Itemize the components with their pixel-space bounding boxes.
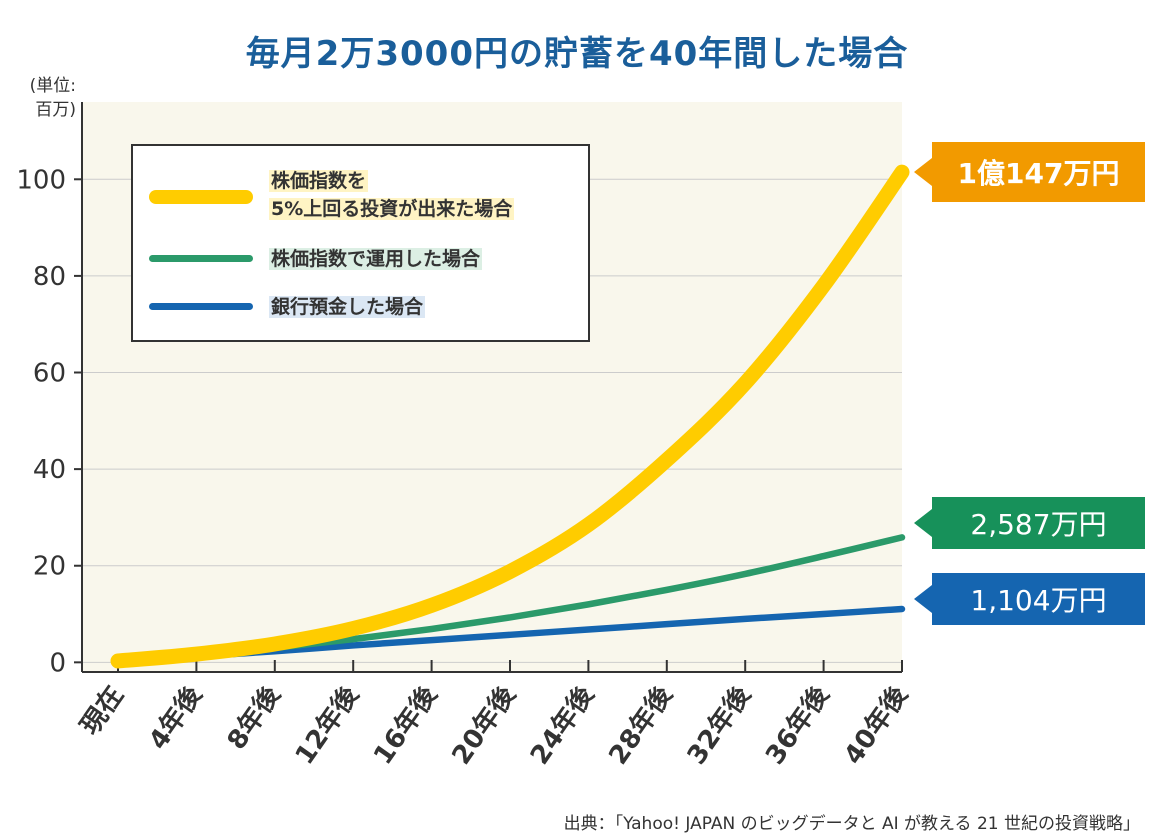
y-unit-label: (単位: 百万) [29, 76, 76, 120]
end-label-stock-plus5-text: 1億147万円 [957, 157, 1120, 190]
y-tick-label: 80 [33, 262, 66, 292]
x-tick-label: 16年後 [367, 679, 444, 770]
legend-swatch-stock-index [149, 255, 253, 262]
chart-title: 毎月2万3000円の貯蓄を40年間した場合 [245, 34, 909, 74]
end-label-bank-text: 1,104万円 [970, 584, 1107, 617]
legend: 株価指数を 5%上回る投資が出来た場合 株価指数で運用した場合 銀行預金した場合 [131, 144, 590, 342]
x-tick-label: 8年後 [221, 679, 287, 755]
legend-swatch-bank [149, 303, 253, 310]
source-note: 出典：「Yahoo! JAPAN のビッグデータと AI が教える 21 世紀の… [563, 814, 1140, 834]
legend-label-stock-plus5-line1: 株価指数を [269, 170, 369, 192]
x-tick-label: 24年後 [524, 679, 601, 770]
x-tick-label: 4年後 [143, 679, 209, 755]
x-tick-label: 12年後 [289, 679, 366, 770]
end-label-stock-index-text: 2,587万円 [970, 508, 1107, 541]
y-tick-label: 60 [33, 359, 66, 389]
x-tick-label: 32年後 [681, 679, 758, 770]
x-tick-label: 36年後 [759, 679, 836, 770]
x-tick-label: 現在 [75, 681, 129, 741]
y-tick-label: 0 [49, 648, 66, 678]
legend-label-stock-index: 株価指数で運用した場合 [269, 248, 483, 270]
end-label-bank: 1,104万円 [914, 573, 1145, 625]
x-tick-label: 20年後 [446, 679, 523, 770]
x-tick-label: 40年後 [838, 679, 915, 770]
y-tick-label: 40 [33, 455, 66, 485]
end-label-arrow [914, 158, 932, 186]
end-label-arrow [914, 585, 932, 613]
end-label-stock-plus5: 1億147万円 [914, 142, 1145, 202]
end-label-stock-index: 2,587万円 [914, 497, 1145, 549]
y-tick-label: 100 [16, 165, 66, 195]
end-label-arrow [914, 509, 932, 537]
x-tick-label: 28年後 [603, 679, 680, 770]
legend-label-stock-plus5-line2: 5%上回る投資が出来た場合 [269, 198, 515, 220]
series-line-stock-plus5 [110, 164, 910, 669]
legend-swatch-stock-plus5 [149, 190, 253, 204]
y-tick-label: 20 [33, 552, 66, 582]
legend-label-bank: 銀行預金した場合 [269, 296, 426, 318]
